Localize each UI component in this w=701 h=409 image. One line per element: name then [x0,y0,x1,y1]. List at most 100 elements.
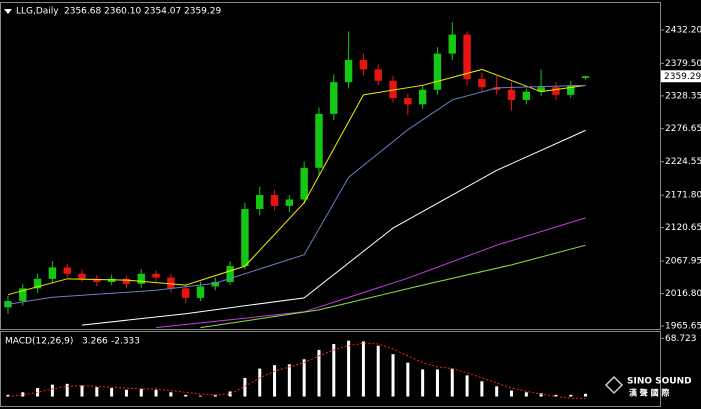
candle-body [211,281,220,287]
candle-body [463,34,471,79]
macd-bar [465,375,469,397]
logo-icon [604,375,624,395]
candle-body [196,286,205,298]
moving-average [156,217,586,329]
high-label: 2360.10 [104,7,141,17]
candle-body [285,199,294,206]
candle-body [226,266,234,282]
price-marker-label: 2359.29 [664,72,701,82]
candle-body [537,87,545,92]
signal-line [7,342,586,400]
candle-body [63,267,71,274]
candle-body [241,209,249,267]
macd-bar [421,369,425,397]
macd-bar [154,389,158,397]
candle-body [300,167,308,200]
menu-arrow [4,9,12,14]
macd-bar [169,392,173,397]
candle-body [152,273,160,278]
candle-body [359,59,368,70]
watermark-subtitle: 漢 聲 國 際 [629,388,670,398]
macd-bar [21,392,25,397]
candle-body [315,113,323,168]
candle-body [433,53,442,90]
macd-bar [332,344,336,397]
moving-average [200,244,586,329]
macd-bar [406,362,410,397]
macd-bar [6,394,10,397]
candle-body [448,34,456,54]
macd-bar [510,390,514,397]
macd-bar [347,340,351,397]
candle-body [19,288,27,302]
candle-body [93,278,101,282]
macd-bar [198,395,202,397]
macd-bar [539,393,543,397]
candle-body [48,267,57,279]
y-tick-label: 2067.95 [665,257,701,267]
candle-body [270,195,279,206]
macd-bar [50,384,54,397]
open-label: 2356.68 [64,7,101,17]
macd-bar [435,369,439,397]
macd-value: 3.266 [82,337,108,347]
y-tick-label: 2328.35 [665,91,701,101]
macd-bar [317,349,321,397]
macd-bar [450,368,454,397]
macd-bar [554,394,558,397]
candle-body [389,80,397,99]
macd-bar [480,381,484,397]
y-tick-label: 2171.80 [665,191,701,201]
y-tick-label: 2224.55 [665,157,701,167]
macd-bar [184,394,188,397]
macd-bar [80,385,84,397]
moving-average [7,84,586,305]
candle-body [344,59,353,83]
candle-body [181,288,190,298]
candle-body [552,87,560,95]
candle-body [33,278,42,289]
macd-bar [273,365,277,397]
macd-bar [302,359,306,397]
candle-body [256,195,264,210]
candle-body [507,89,516,100]
candle-body [522,91,531,100]
watermark-name: SINO SOUND [627,377,692,387]
macd-bar [213,394,217,397]
macd-bar [228,391,232,397]
candle-body [492,87,501,90]
y-tick-label: 2276.65 [665,124,701,134]
candle-body [107,278,116,282]
macd-bar [287,364,291,397]
macd-bar [376,345,380,397]
candle-body [404,98,412,105]
candle-body [581,76,590,78]
candle-body [374,69,382,81]
signal-value: -2.333 [111,337,140,347]
moving-average [7,68,586,296]
y-tick-label: 2379.50 [665,59,701,69]
macd-bar [569,394,573,397]
macd-bar [139,388,143,397]
candle-body [418,89,427,105]
candle-body [137,273,145,284]
y-tick-label: 1965.65 [665,321,701,331]
macd-bar [258,368,262,397]
chart-title: LLG,Daily [16,7,59,17]
candle-body [478,78,486,88]
close-label: 2359.29 [184,7,221,17]
price-frame [0,2,661,330]
macd-bar [495,386,499,397]
price-marker [661,70,701,83]
macd-bar [524,392,528,397]
moving-average [81,129,586,326]
candle-body [78,273,86,279]
macd-bar [110,388,114,397]
y-tick-label: 2432.20 [665,25,701,35]
y-tick-label: 2016.80 [665,289,701,299]
candle-body [330,82,338,114]
macd-bar [391,354,395,397]
macd-frame [0,331,661,407]
macd-bar [95,387,99,397]
